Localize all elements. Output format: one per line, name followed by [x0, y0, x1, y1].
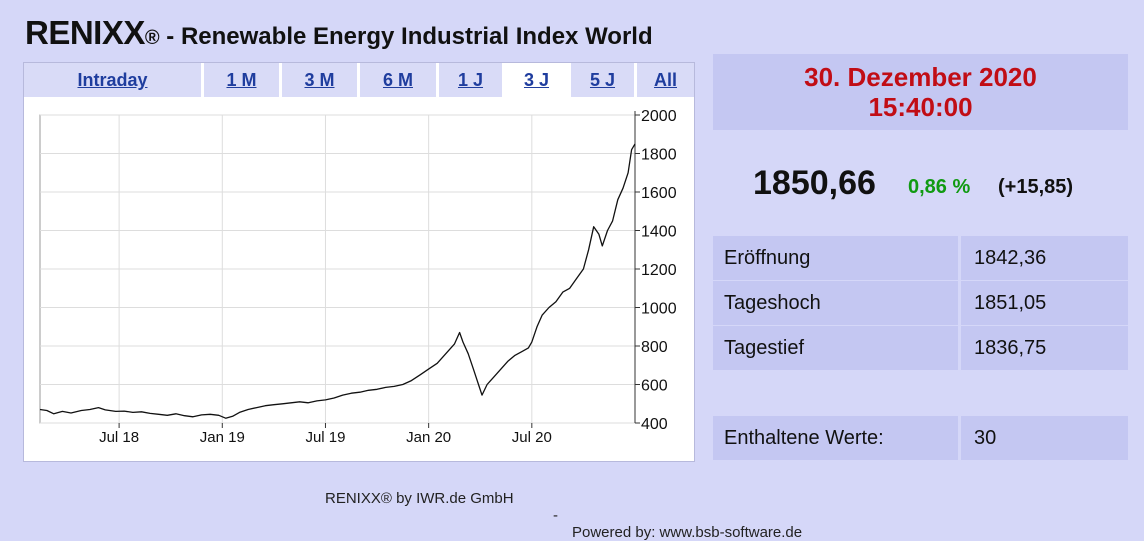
tab-3m[interactable]: 3 M	[282, 63, 360, 97]
index-brand: RENIXX	[25, 14, 145, 51]
price-row: 1850,66 0,86 % (+15,85)	[713, 158, 1128, 208]
change-absolute: (+15,85)	[998, 176, 1074, 198]
tab-all[interactable]: All	[637, 63, 694, 97]
footer: RENIXX® by IWR.de GmbH - Powered by: www…	[0, 473, 1144, 541]
day-low-label: Tagestief	[713, 326, 958, 370]
y-tick-label: 1400	[641, 224, 677, 241]
open-label: Eröffnung	[713, 236, 958, 280]
tab-3j[interactable]: 3 J	[505, 63, 571, 97]
row-open: Eröffnung 1842,36	[713, 236, 1128, 280]
y-tick-label: 800	[641, 339, 668, 356]
constituents-label: Enthaltene Werte:	[713, 416, 958, 460]
tab-1j[interactable]: 1 J	[439, 63, 505, 97]
row-constituents: Enthaltene Werte: 30	[713, 416, 1128, 460]
y-tick-label: 2000	[641, 108, 677, 125]
x-tick-label: Jul 19	[305, 429, 345, 446]
y-tick-label: 1200	[641, 262, 677, 279]
y-tick-label: 600	[641, 378, 668, 395]
timestamp-box: 30. Dezember 2020 15:40:00	[713, 54, 1128, 130]
y-tick-label: 400	[641, 416, 668, 433]
chart-panel: Intraday 1 M 3 M 6 M 1 J 3 J 5 J All 200…	[23, 62, 695, 462]
index-subtitle: - Renewable Energy Industrial Index Worl…	[159, 23, 653, 50]
y-tick-label: 1600	[641, 185, 677, 202]
footer-separator: -	[553, 507, 558, 524]
index-line-chart: 2000 1800 1600 1400 1200 1000 800 600 400 Jul 18 J…	[39, 108, 677, 446]
footer-powered: Powered by: www.bsb-software.de	[572, 524, 803, 541]
tab-6m[interactable]: 6 M	[360, 63, 439, 97]
x-tick-label: Jul 18	[99, 429, 139, 446]
x-tick-label: Jan 20	[406, 429, 451, 446]
y-tick-label: 1800	[641, 147, 677, 164]
index-series-line	[39, 143, 636, 419]
y-tick-label: 1000	[641, 301, 677, 318]
x-tick-label: Jan 19	[200, 429, 245, 446]
day-high-label: Tageshoch	[713, 281, 958, 325]
footer-credit: RENIXX® by IWR.de GmbH	[325, 490, 514, 507]
change-percent: 0,86 %	[908, 176, 971, 198]
day-low-value: 1836,75	[961, 326, 1128, 370]
x-tick-label: Jul 20	[512, 429, 552, 446]
row-day-high: Tageshoch 1851,05	[713, 281, 1128, 325]
period-tabs: Intraday 1 M 3 M 6 M 1 J 3 J 5 J All	[24, 63, 694, 97]
row-day-low: Tagestief 1836,75	[713, 326, 1128, 370]
quote-time: 15:40:00	[868, 92, 973, 122]
tab-5j[interactable]: 5 J	[571, 63, 637, 97]
current-price: 1850,66	[753, 164, 876, 202]
tab-intraday[interactable]: Intraday	[24, 63, 204, 97]
registered-mark: ®	[144, 27, 160, 49]
tab-1m[interactable]: 1 M	[204, 63, 282, 97]
open-value: 1842,36	[961, 236, 1128, 280]
constituents-value: 30	[961, 416, 1128, 460]
page-title: RENIXX® - Renewable Energy Industrial In…	[25, 14, 653, 54]
quote-date: 30. Dezember 2020	[804, 62, 1037, 92]
day-high-value: 1851,05	[961, 281, 1128, 325]
